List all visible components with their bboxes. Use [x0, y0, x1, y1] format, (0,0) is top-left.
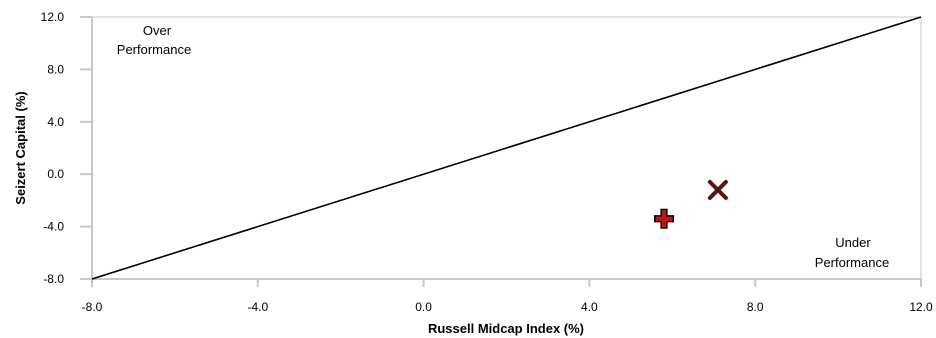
plus-icon: [654, 208, 675, 229]
y-tick-label: 0.0: [47, 167, 64, 181]
x-tick-label: 12.0: [909, 300, 933, 314]
points: [654, 179, 728, 229]
y-tick-label: 4.0: [47, 115, 64, 129]
reference-line: [91, 16, 922, 280]
y-tick-label: -4.0: [43, 220, 64, 234]
x-tick-label: 0.0: [415, 300, 432, 314]
under-label-line1: Under: [835, 235, 871, 250]
x-tick-label: -8.0: [82, 300, 103, 314]
y-tick-label: -8.0: [43, 272, 64, 286]
over-label-line1: Over: [143, 23, 172, 38]
x-icon: [707, 179, 728, 200]
x-tick-label: 8.0: [747, 300, 764, 314]
x-tick-label: -4.0: [247, 300, 268, 314]
plot-frame: [91, 16, 922, 280]
x-tick-label: 4.0: [581, 300, 598, 314]
y-axis-title: Seizert Capital (%): [13, 91, 28, 204]
y-tick-label: 8.0: [47, 62, 64, 76]
y-ticks: -8.0 -4.0 0.0 4.0 8.0 12.0: [41, 10, 92, 286]
x-axis-title: Russell Midcap Index (%): [428, 321, 584, 336]
x-ticks: -8.0 -4.0 0.0 4.0 8.0 12.0: [82, 279, 933, 314]
over-label-line2: Performance: [117, 42, 191, 57]
y-tick-label: 12.0: [41, 10, 65, 24]
under-label-line2: Performance: [815, 255, 889, 270]
